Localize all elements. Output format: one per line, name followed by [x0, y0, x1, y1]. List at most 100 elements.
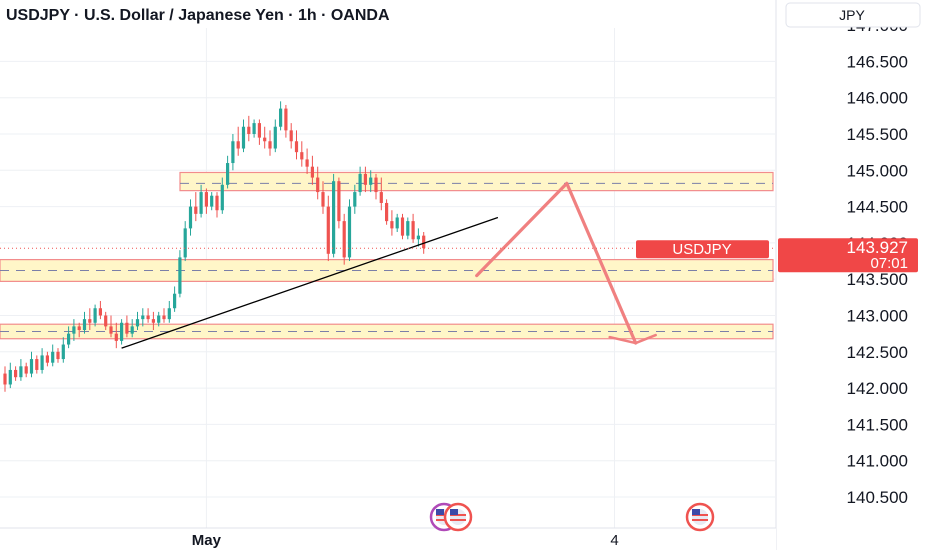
candle-body: [358, 173, 362, 193]
candle-body: [3, 373, 7, 385]
candle-body: [310, 166, 314, 178]
candle-body: [130, 326, 134, 334]
candle-body: [29, 359, 34, 374]
symbol-title: USDJPY · U.S. Dollar / Japanese Yen · 1h…: [6, 7, 390, 24]
candle-body: [321, 192, 325, 207]
candle-body: [241, 126, 246, 149]
us-flag-event-icon[interactable]: [443, 502, 473, 532]
drawings: [0, 181, 775, 349]
candle-body: [61, 344, 65, 360]
symbol-badge-bg: [636, 240, 769, 259]
candle-body: [40, 355, 44, 370]
price-tick-label: 145.000: [847, 161, 908, 180]
price-tick-label: 141.000: [847, 452, 908, 471]
flag-canton: [692, 509, 700, 515]
price-tick-label: 146.500: [847, 52, 908, 71]
candle-body: [51, 351, 55, 363]
currency-label: JPY: [839, 7, 865, 23]
candle-body: [385, 202, 389, 222]
currency-button-frame[interactable]: [785, 2, 921, 28]
candle-body: [279, 108, 283, 127]
candle-body: [215, 195, 219, 211]
candle-body: [363, 173, 367, 185]
candle-body: [411, 221, 415, 240]
flag-stripe: [450, 519, 466, 521]
candle-body: [252, 123, 256, 134]
candle-body: [109, 326, 113, 334]
candle-body: [199, 192, 203, 214]
candle-body: [294, 141, 299, 153]
candle-body: [8, 369, 12, 385]
price-badge-value: 143.927: [847, 238, 908, 257]
candle-body: [395, 217, 399, 229]
flag-canton: [436, 509, 444, 515]
candle-body: [226, 163, 230, 185]
us-flag-event-icon[interactable]: [685, 502, 715, 532]
price-tick-label: 140.500: [847, 488, 908, 507]
price-tick-label: 142.000: [847, 379, 908, 398]
time-axis[interactable]: May47: [0, 527, 932, 550]
candle-body: [332, 181, 336, 254]
time-axis-background: [0, 528, 776, 550]
candle-body: [77, 326, 81, 331]
price-axis[interactable]: 147.000146.500146.000145.500145.000144.5…: [775, 0, 932, 550]
price-tick-label: 144.500: [847, 198, 908, 217]
time-tick-label: 4: [610, 532, 618, 549]
candle-body: [194, 206, 198, 214]
candle-body: [114, 333, 118, 341]
candle-body: [35, 359, 39, 370]
candle-body: [151, 319, 155, 323]
price-badge-countdown: 07:01: [870, 255, 908, 272]
candle-body: [104, 315, 108, 327]
candle-body: [406, 221, 410, 236]
candle-body: [178, 257, 182, 294]
currency-button[interactable]: JPY: [785, 2, 921, 28]
trendline: [121, 216, 499, 349]
axis-background: [776, 0, 932, 550]
candle-body: [210, 195, 214, 207]
candle-body: [93, 308, 97, 323]
flag-canton: [450, 509, 458, 515]
candle-body: [337, 181, 341, 222]
flag-stripe: [692, 519, 708, 521]
candle-body: [88, 319, 92, 323]
price-badge-bg: [778, 238, 918, 273]
candle-body: [289, 130, 293, 142]
symbol-badge-label: USDJPY: [672, 241, 731, 258]
candle-body: [369, 177, 373, 185]
price-tick-label: 143.500: [847, 270, 908, 289]
candle-body: [342, 221, 346, 258]
candle-body: [56, 351, 60, 360]
candle-body: [305, 159, 309, 167]
event-markers[interactable]: [429, 502, 715, 532]
candle-body: [45, 355, 49, 363]
candle-body: [135, 319, 140, 327]
candle-body: [400, 217, 405, 236]
candle-body: [263, 137, 267, 142]
time-tick-label: May: [192, 532, 222, 549]
candle-body: [326, 206, 330, 254]
candle-body: [157, 315, 161, 323]
projection-arrowhead: [608, 333, 657, 345]
zone-rect: [179, 171, 774, 192]
candle-body: [231, 141, 235, 164]
candle-body: [374, 177, 378, 193]
candle-body: [247, 126, 251, 134]
candle-body: [257, 123, 261, 138]
projection-arrow: [475, 181, 638, 345]
candle-body: [316, 177, 320, 193]
candle-body: [204, 192, 208, 207]
price-tick-label: 142.500: [847, 343, 908, 362]
candle-body: [14, 369, 18, 378]
candle-body: [162, 315, 166, 320]
candle-body: [353, 192, 357, 207]
candle-body: [173, 293, 177, 309]
candles: [3, 101, 426, 392]
candle-body: [167, 308, 171, 320]
candle-body: [347, 206, 352, 258]
candle-body: [19, 366, 23, 378]
support-resistance-zones: [0, 171, 774, 340]
header-background: [0, 0, 775, 28]
